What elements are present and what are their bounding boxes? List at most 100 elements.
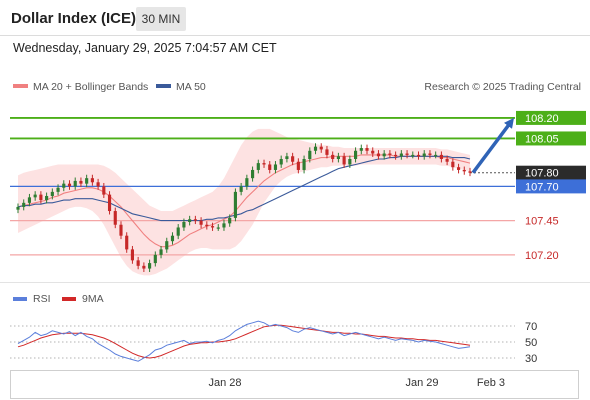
candle-body bbox=[16, 206, 20, 210]
price-legend: MA 20 + Bollinger Bands MA 50 bbox=[13, 81, 206, 93]
candle-body bbox=[376, 153, 381, 157]
candle-body bbox=[113, 211, 117, 225]
candle-body bbox=[268, 164, 272, 170]
header-bar: Dollar Index (ICE) 30 MIN bbox=[0, 0, 590, 36]
candle-body bbox=[239, 186, 243, 192]
candle-body bbox=[434, 154, 438, 157]
candle-body bbox=[348, 159, 352, 165]
candle-body bbox=[56, 187, 60, 192]
candle-body bbox=[119, 224, 123, 236]
candle-body bbox=[325, 149, 329, 155]
level-label-box-108.20 bbox=[516, 110, 586, 125]
candle-body bbox=[428, 153, 432, 155]
candle-body bbox=[422, 153, 426, 157]
candle-body bbox=[199, 220, 203, 225]
rsi-ma-legend-swatch bbox=[62, 297, 76, 301]
candle-body bbox=[62, 183, 66, 188]
candle-body bbox=[45, 195, 49, 201]
chart-datetime: Wednesday, January 29, 2025 7:04:57 AM C… bbox=[13, 41, 277, 55]
level-label-108.20: 108.20 bbox=[525, 113, 559, 125]
level-label-box-108.05 bbox=[516, 131, 586, 146]
candle-body bbox=[165, 241, 169, 250]
candle-body bbox=[451, 161, 455, 168]
candle-body bbox=[142, 265, 146, 269]
candle-body bbox=[182, 222, 186, 228]
candle-body bbox=[445, 159, 449, 162]
candle-body bbox=[33, 194, 37, 198]
time-axis: Jan 28 Jan 29 Feb 3 bbox=[10, 370, 579, 399]
candle-body bbox=[125, 235, 129, 250]
level-label-107.70: 107.70 bbox=[525, 181, 559, 193]
time-tick-jan28: Jan 28 bbox=[208, 377, 241, 389]
ma50-line bbox=[17, 155, 471, 222]
candle-body bbox=[365, 148, 369, 151]
level-label-108.05: 108.05 bbox=[525, 133, 559, 145]
candle-body bbox=[245, 178, 249, 187]
candle-body bbox=[279, 159, 283, 165]
candle-body bbox=[170, 235, 175, 242]
candle-body bbox=[296, 161, 300, 170]
candle-body bbox=[411, 154, 415, 157]
bollinger-bands bbox=[18, 128, 470, 276]
rsi-tick-30: 30 bbox=[525, 353, 537, 365]
candle-body bbox=[233, 191, 237, 218]
rsi-ma-line bbox=[17, 324, 471, 359]
candle-body bbox=[405, 153, 409, 155]
ma20-legend-swatch bbox=[13, 84, 28, 88]
level-label-box-107.80 bbox=[516, 165, 586, 180]
candle-body bbox=[222, 223, 226, 228]
candle-body bbox=[90, 178, 94, 183]
level-label-107.20: 107.20 bbox=[525, 250, 559, 262]
level-label-107.45: 107.45 bbox=[525, 216, 559, 228]
time-axis-box bbox=[10, 370, 579, 399]
candle-body bbox=[468, 171, 472, 173]
rsi-legend-label: RSI bbox=[33, 293, 51, 305]
credit-text: Research © 2025 Trading Central bbox=[424, 81, 581, 93]
candle-body bbox=[102, 186, 106, 195]
instrument-title: Dollar Index (ICE) bbox=[11, 10, 137, 27]
projection-arrow bbox=[471, 117, 514, 174]
candle-body bbox=[251, 169, 255, 179]
rsi-tick-70: 70 bbox=[525, 321, 537, 333]
rsi-tick-50: 50 bbox=[525, 337, 537, 349]
candle-body bbox=[193, 219, 197, 221]
ma50-legend-swatch bbox=[156, 84, 171, 88]
candle-body bbox=[67, 183, 72, 187]
panel-divider bbox=[0, 282, 590, 283]
candle-body bbox=[342, 156, 346, 165]
candle-body bbox=[228, 217, 232, 224]
candle-body bbox=[331, 154, 335, 159]
candle-body bbox=[216, 227, 220, 229]
level-lines bbox=[10, 117, 515, 256]
time-tick-jan29: Jan 29 bbox=[405, 377, 438, 389]
candle-body bbox=[107, 194, 112, 212]
rsi-legend-swatch bbox=[13, 297, 27, 301]
rsi-legend: RSI 9MA bbox=[13, 293, 104, 305]
candle-body bbox=[148, 263, 152, 269]
candle-body bbox=[382, 153, 386, 157]
level-label-107.80: 107.80 bbox=[525, 168, 559, 180]
bollinger-band-area bbox=[18, 128, 470, 276]
candle-body bbox=[462, 169, 466, 172]
candle-body bbox=[353, 150, 358, 159]
candle-body bbox=[130, 249, 135, 261]
time-tick-feb3: Feb 3 bbox=[477, 377, 505, 389]
candle-body bbox=[302, 159, 306, 170]
candle-body bbox=[188, 219, 192, 222]
header-divider bbox=[0, 35, 590, 36]
candle-body bbox=[359, 148, 363, 151]
candle-body bbox=[39, 194, 43, 201]
candle-body bbox=[388, 153, 392, 155]
timeframe-button[interactable]: 30 MIN bbox=[136, 7, 186, 31]
candle-body bbox=[22, 202, 26, 207]
projection bbox=[471, 117, 514, 174]
candle-body bbox=[27, 197, 32, 203]
candle-body bbox=[394, 154, 398, 157]
candle-body bbox=[319, 146, 323, 150]
candle-body bbox=[136, 260, 140, 266]
candle-body bbox=[205, 224, 209, 227]
candle-body bbox=[336, 156, 340, 159]
candle-body bbox=[159, 249, 163, 255]
